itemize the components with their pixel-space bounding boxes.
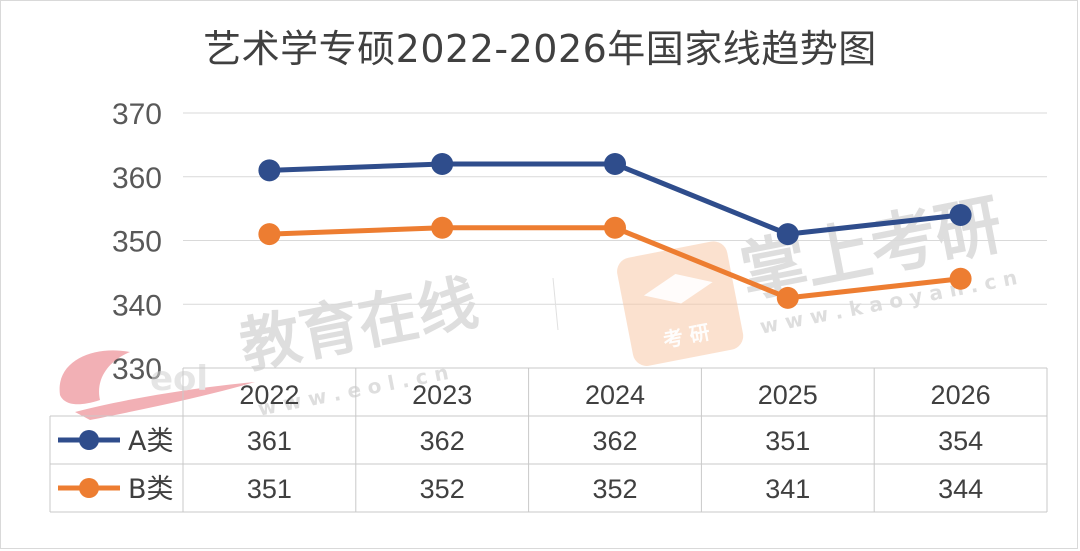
- table-cell-value: 341: [765, 474, 810, 504]
- data-point: [949, 267, 972, 290]
- data-point: [776, 223, 799, 246]
- x-tick-label: 2022: [239, 380, 299, 410]
- table-cell-value: 351: [765, 426, 810, 456]
- y-tick-label: 340: [112, 289, 162, 322]
- eol-logo-text: eol: [150, 359, 208, 399]
- table-cell-value: 344: [938, 474, 983, 504]
- data-point: [604, 216, 626, 239]
- data-point: [258, 223, 281, 246]
- kaoyan-badge-icon: 考 研: [617, 241, 744, 366]
- table-cell-value: 352: [420, 474, 465, 504]
- table-cell-value: 352: [592, 474, 637, 504]
- data-point: [949, 204, 972, 226]
- legend-entry: A类: [58, 426, 173, 457]
- data-point: [431, 153, 454, 175]
- x-tick-label: 2026: [931, 380, 991, 410]
- chart-title: 艺术学专硕2022-2026年国家线趋势图: [203, 27, 877, 71]
- legend-marker: [79, 430, 99, 450]
- gridlines: [183, 112, 1047, 305]
- y-tick-label: 370: [112, 98, 162, 131]
- table-cell-value: 351: [247, 474, 292, 504]
- table-cell-value: 362: [420, 426, 465, 456]
- x-tick-label: 2025: [758, 380, 818, 410]
- data-point: [776, 286, 799, 309]
- y-axis-ticks: 330 340 350 360 370: [112, 98, 162, 386]
- table-cell-value: 361: [247, 426, 292, 456]
- eol-logo-icon: eol: [59, 350, 255, 420]
- series-layer: [258, 153, 972, 309]
- y-tick-label: 350: [112, 226, 162, 259]
- y-tick-label: 360: [112, 162, 162, 195]
- x-tick-label: 2024: [585, 380, 645, 410]
- legend-marker: [79, 478, 99, 498]
- table-cell-value: 354: [938, 426, 983, 456]
- legend-entry: B类: [58, 474, 174, 505]
- y-tick-label: 330: [112, 353, 162, 386]
- watermark-divider: [552, 277, 559, 331]
- data-point: [431, 216, 454, 239]
- legend-label: A类: [128, 426, 173, 457]
- data-point: [258, 159, 281, 182]
- data-point: [604, 153, 626, 175]
- table-cell-value: 362: [592, 426, 637, 456]
- legend-label: B类: [128, 474, 174, 505]
- x-tick-label: 2023: [412, 380, 472, 410]
- data-table: 2022 2023 2024 2025 2026 A类 361 362 362 351 354 B类 3…: [49, 367, 1048, 513]
